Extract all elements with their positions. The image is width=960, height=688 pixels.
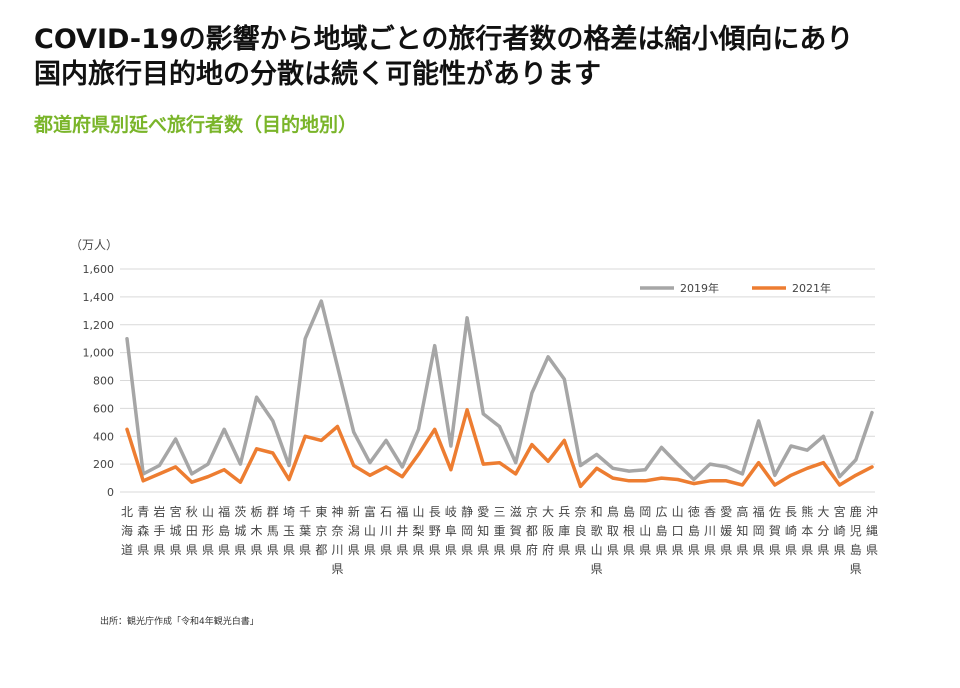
y-tick-label: 200	[93, 458, 114, 471]
y-tick-label: 400	[93, 430, 114, 443]
x-tick-label: 青森県	[137, 505, 149, 557]
series-line	[125, 299, 874, 482]
y-tick-label: 600	[93, 402, 114, 415]
y-tick-label: 0	[107, 486, 114, 499]
series-line	[125, 408, 874, 489]
x-tick-label: 大分県	[817, 505, 829, 557]
legend-label: 2019年	[680, 281, 719, 295]
source-note: 出所：観光庁作成「令和4年観光白書」	[100, 617, 259, 627]
y-tick-label: 1,400	[83, 291, 115, 304]
x-tick-label: 富山県	[364, 504, 376, 557]
x-tick-label: 熊本県	[801, 504, 813, 557]
x-tick-label: 福島県	[218, 504, 230, 557]
x-tick-label: 宮崎県	[834, 504, 846, 557]
x-tick-label: 岩手県	[153, 504, 165, 557]
x-tick-label: 徳島県	[688, 504, 700, 557]
x-tick-label: 岐阜県	[445, 505, 457, 557]
x-tick-label: 長崎県	[785, 505, 797, 557]
x-tick-label: 山口県	[672, 505, 684, 557]
x-tick-label: 兵庫県	[558, 505, 570, 557]
x-tick-label: 高知県	[736, 504, 748, 557]
x-tick-label: 山形県	[202, 505, 214, 557]
x-tick-label: 和歌山県	[591, 505, 603, 576]
x-tick-label: 鳥取県	[607, 504, 619, 557]
y-tick-label: 800	[93, 375, 114, 388]
headline-line-1: COVID-19の影響から地域ごとの旅行者数の格差は縮小傾向にあり	[34, 24, 854, 55]
x-tick-label: 奈良県	[574, 505, 586, 557]
x-tick-label: 北海道	[121, 505, 133, 557]
y-axis-ticks: 0 200 400 600 800 1,000 1,200 1,400 1,600	[83, 263, 115, 499]
x-tick-label: 岡山県	[639, 505, 651, 557]
grid-lines	[120, 268, 875, 493]
y-tick-label: 1,200	[83, 319, 115, 332]
x-tick-label: 東京都	[315, 505, 327, 557]
headline: COVID-19の影響から地域ごとの旅行者数の格差は縮小傾向にあり 国内旅行目的…	[34, 22, 944, 92]
x-tick-label: 群馬県	[267, 505, 279, 557]
x-tick-label: 宮城県	[170, 504, 182, 557]
x-tick-label: 山梨県	[413, 505, 425, 557]
x-tick-label: 島根県	[623, 504, 635, 557]
x-tick-label: 茨城県	[234, 505, 246, 557]
x-tick-label: 埼玉県	[283, 505, 295, 557]
line-chart: （万人） 0 200 400 600 800 1,000 1,200 1,400 1,600 北…	[70, 238, 878, 576]
x-tick-label: 静岡県	[461, 505, 473, 557]
x-tick-label: 佐賀県	[769, 505, 781, 557]
x-tick-label: 栃木県	[251, 505, 263, 557]
chart-subtitle: 都道府県別延べ旅行者数（目的地別）	[34, 114, 358, 136]
x-tick-label: 滋賀県	[510, 505, 522, 557]
x-tick-label: 福岡県	[753, 504, 765, 557]
series-lines	[125, 299, 874, 489]
x-tick-label: 秋田県	[186, 505, 198, 557]
x-tick-label: 千葉県	[299, 505, 311, 557]
x-tick-label: 新潟県	[348, 504, 360, 557]
y-axis-unit-label: （万人）	[70, 238, 118, 252]
x-tick-label: 三重県	[493, 505, 505, 557]
y-tick-label: 1,600	[83, 263, 115, 276]
x-tick-label: 香川県	[704, 505, 716, 557]
x-tick-label: 長野県	[429, 505, 441, 557]
x-tick-label: 愛媛県	[720, 505, 732, 557]
x-tick-label: 福井県	[396, 504, 408, 557]
x-tick-label: 沖縄県	[866, 505, 878, 557]
x-tick-label: 大阪府	[542, 505, 554, 557]
x-tick-label: 石川県	[380, 505, 392, 557]
y-tick-label: 1,000	[83, 347, 115, 360]
x-tick-label: 神奈川県	[332, 505, 344, 576]
legend-label: 2021年	[792, 281, 831, 295]
x-tick-label: 京都府	[526, 505, 538, 557]
x-tick-label: 広島県	[655, 505, 667, 557]
x-tick-label: 愛知県	[477, 505, 489, 557]
headline-line-2: 国内旅行目的地の分散は続く可能性があります	[34, 59, 601, 90]
x-tick-label: 鹿児島県	[850, 504, 862, 576]
legend: 2019年 2021年	[640, 281, 831, 295]
x-axis-ticks: 北海道青森県岩手県宮城県秋田県山形県福島県茨城県栃木県群馬県埼玉県千葉県東京都神…	[121, 504, 878, 576]
